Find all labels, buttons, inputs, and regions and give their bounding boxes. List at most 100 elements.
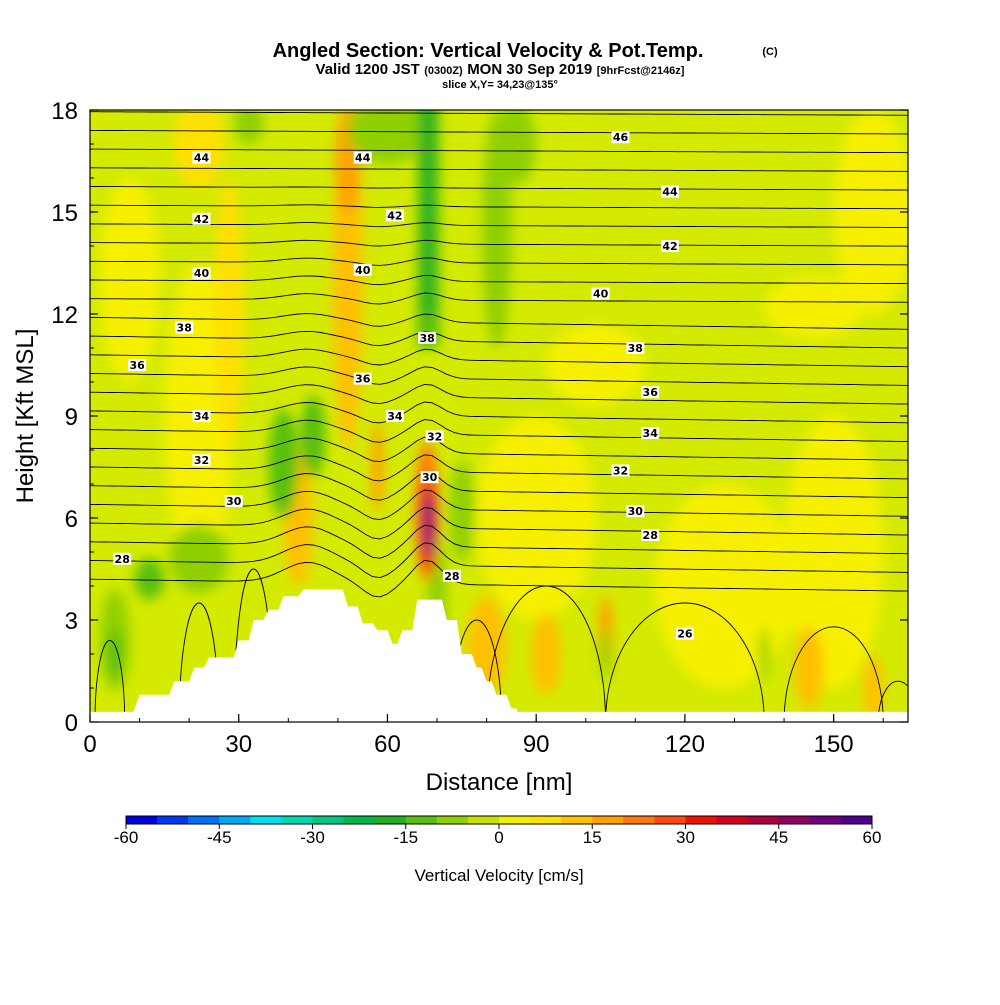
isentrope-label: 28 (442, 569, 461, 583)
field-cell (134, 558, 165, 600)
isentrope-label: 42 (661, 240, 679, 253)
chart-subtitle: Valid 1200 JST (0300Z) MON 30 Sep 2019 [… (316, 61, 685, 78)
isentrope-line (90, 330, 908, 349)
colorbar-swatch (281, 816, 313, 824)
colorbar-swatch (312, 816, 344, 824)
ground-band (90, 711, 908, 722)
isentrope-label: 36 (353, 372, 372, 386)
colorbar-swatch (126, 816, 158, 824)
isentrope-label-bg (611, 131, 630, 144)
isentrope-line (90, 292, 908, 305)
field-cell (233, 110, 264, 144)
isentrope-label-text: 44 (355, 152, 371, 165)
isentrope-label-text: 40 (355, 264, 371, 277)
isentrope-label-bg (425, 430, 444, 443)
isentrope-label-text: 30 (628, 505, 644, 518)
field-cell (600, 626, 611, 682)
isentrope-line (90, 204, 908, 210)
isentrope-label-bg (675, 627, 694, 640)
isentrope-line (90, 419, 908, 443)
y-tick-label: 0 (65, 710, 78, 737)
isentrope-line (90, 257, 908, 266)
isentrope-label: 28 (641, 529, 660, 542)
isentrope-label-bg (641, 529, 660, 541)
isentrope-label: 38 (626, 342, 645, 355)
colorbar-swatch (747, 816, 780, 824)
field-cell (476, 416, 596, 620)
isentrope-label-text: 38 (628, 342, 643, 355)
isentrope-label: 26 (675, 627, 694, 641)
isentrope-label: 38 (175, 321, 194, 335)
isentrope-cell (877, 680, 908, 722)
colorbar-label: Vertical Velocity [cm/s] (414, 866, 583, 885)
colorbar-tick-label: 45 (769, 828, 788, 847)
isentrope-line (90, 348, 908, 368)
field-cell (863, 654, 884, 722)
isentrope-label-bg (420, 471, 439, 484)
isentrope-label: 30 (420, 471, 439, 484)
isentrope-label-text: 28 (444, 570, 459, 583)
isentrope-line (90, 186, 908, 191)
isentrope-label-bg (385, 410, 404, 422)
isentrope-line (90, 239, 908, 247)
updraft-left (371, 422, 384, 512)
isentrope-label-text: 36 (355, 373, 371, 386)
isentrope-label: 32 (192, 454, 211, 467)
field-cell (833, 110, 908, 314)
colorbar-swatch (623, 816, 655, 824)
isentrope-label: 40 (591, 287, 610, 301)
colorbar-swatch (405, 816, 438, 824)
colorbar-swatch (592, 816, 624, 824)
isentrope-label-text: 42 (662, 240, 677, 253)
x-tick-label: 0 (83, 731, 96, 758)
field-cell (764, 276, 864, 338)
isentrope-label-bg (661, 240, 679, 252)
isentrope-label-text: 32 (194, 454, 209, 467)
colorbar-tick-label: -30 (300, 828, 325, 847)
isentrope-label-text: 26 (677, 628, 693, 641)
y-tick-label: 9 (65, 404, 78, 431)
field-cell (174, 110, 224, 189)
x-tick-label: 30 (225, 731, 252, 758)
isentrope-label-bg (641, 386, 660, 399)
isentrope-label-text: 30 (226, 495, 242, 508)
colorbar-swatch (561, 816, 593, 824)
isentrope-label-bg (113, 552, 132, 565)
y-tick-label: 6 (65, 506, 78, 533)
isentrope-label: 32 (611, 464, 630, 477)
x-axis-label: Distance [nm] (426, 769, 573, 796)
colorbar-tick-label: 60 (863, 828, 882, 847)
isentrope-line (90, 167, 908, 172)
colorbar-swatch (685, 816, 717, 824)
updraft-core (423, 492, 434, 557)
isentrope-line (90, 366, 908, 386)
colorbar-swatch (530, 816, 562, 824)
isentrope-line (90, 111, 908, 116)
isentrope-line (90, 542, 908, 579)
isentrope-label-text: 28 (115, 553, 130, 566)
downdraft-core (422, 110, 435, 314)
field-cell (213, 178, 244, 450)
isentrope-label-bg (353, 263, 372, 276)
plot-area: 44 44 46 44 42 42 42 40 40 40 38 38 38 36 36 36 34 34 34 32… (90, 110, 908, 722)
isentrope-label-bg (175, 321, 194, 334)
isentrope-label-text: 28 (643, 529, 658, 542)
isentrope-label-bg (192, 267, 211, 280)
isentrope-line (90, 383, 908, 405)
colorbar-swatch (467, 816, 500, 824)
isentrope-line (90, 222, 908, 228)
isentrope-label-text: 38 (177, 322, 192, 335)
colorbar-swatch (374, 816, 407, 824)
isentrope-cell (451, 619, 502, 722)
isentrope-cell (605, 602, 765, 722)
field-cell (759, 626, 770, 682)
isentrope-line (90, 454, 908, 482)
subtitle-valid: Valid 1200 JST (316, 61, 420, 78)
isentrope-label-text: 32 (427, 430, 442, 443)
colorbar-swatch (809, 816, 842, 824)
isentrope-label: 34 (385, 410, 404, 423)
isentrope-label: 36 (641, 386, 660, 399)
isentrope-label: 30 (224, 495, 243, 508)
field-cell (268, 409, 299, 518)
